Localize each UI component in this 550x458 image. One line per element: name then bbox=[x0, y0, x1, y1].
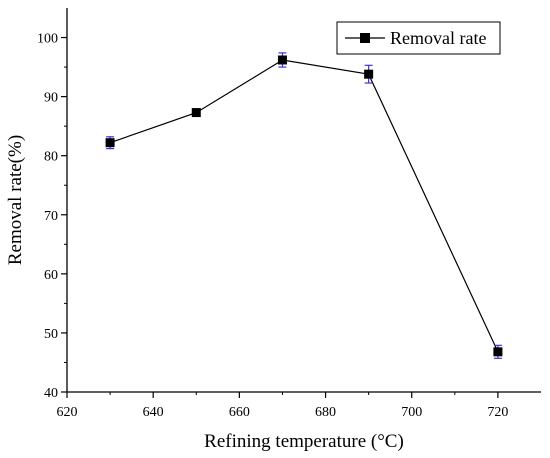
legend-marker-square bbox=[360, 33, 370, 43]
y-tick-label: 90 bbox=[44, 91, 58, 106]
plot-area: 620 640 660 680 700 720 40 50 60 70 80 90 100 bbox=[37, 8, 541, 420]
y-axis-ticks: 40 50 60 70 80 90 100 bbox=[37, 32, 67, 401]
y-axis-title: Removal rate(%) bbox=[5, 135, 26, 265]
x-axis-ticks: 620 640 660 680 700 720 bbox=[57, 392, 508, 420]
data-point-marker bbox=[191, 108, 201, 118]
x-tick-label: 620 bbox=[57, 405, 78, 420]
y-tick-label: 70 bbox=[44, 209, 58, 224]
data-point-marker bbox=[105, 138, 115, 148]
x-axis-title: Refining temperature (°C) bbox=[204, 431, 404, 452]
series-layer bbox=[105, 52, 503, 359]
data-point-marker bbox=[277, 55, 287, 65]
x-tick-label: 660 bbox=[229, 405, 250, 420]
y-tick-label: 50 bbox=[44, 327, 58, 342]
x-tick-label: 680 bbox=[315, 405, 336, 420]
legend-series-label: Removal rate bbox=[390, 28, 486, 48]
x-tick-label: 640 bbox=[143, 405, 164, 420]
y-tick-label: 80 bbox=[44, 150, 58, 165]
y-tick-label: 100 bbox=[37, 32, 58, 47]
data-point-marker bbox=[493, 347, 503, 357]
legend-box bbox=[336, 21, 501, 55]
x-tick-label: 700 bbox=[401, 405, 422, 420]
data-point-marker bbox=[364, 69, 374, 79]
series-line bbox=[109, 59, 499, 353]
y-tick-label: 60 bbox=[44, 268, 58, 283]
y-tick-label: 40 bbox=[44, 386, 58, 401]
legend: Removal rate bbox=[336, 21, 501, 55]
x-tick-label: 720 bbox=[487, 405, 508, 420]
